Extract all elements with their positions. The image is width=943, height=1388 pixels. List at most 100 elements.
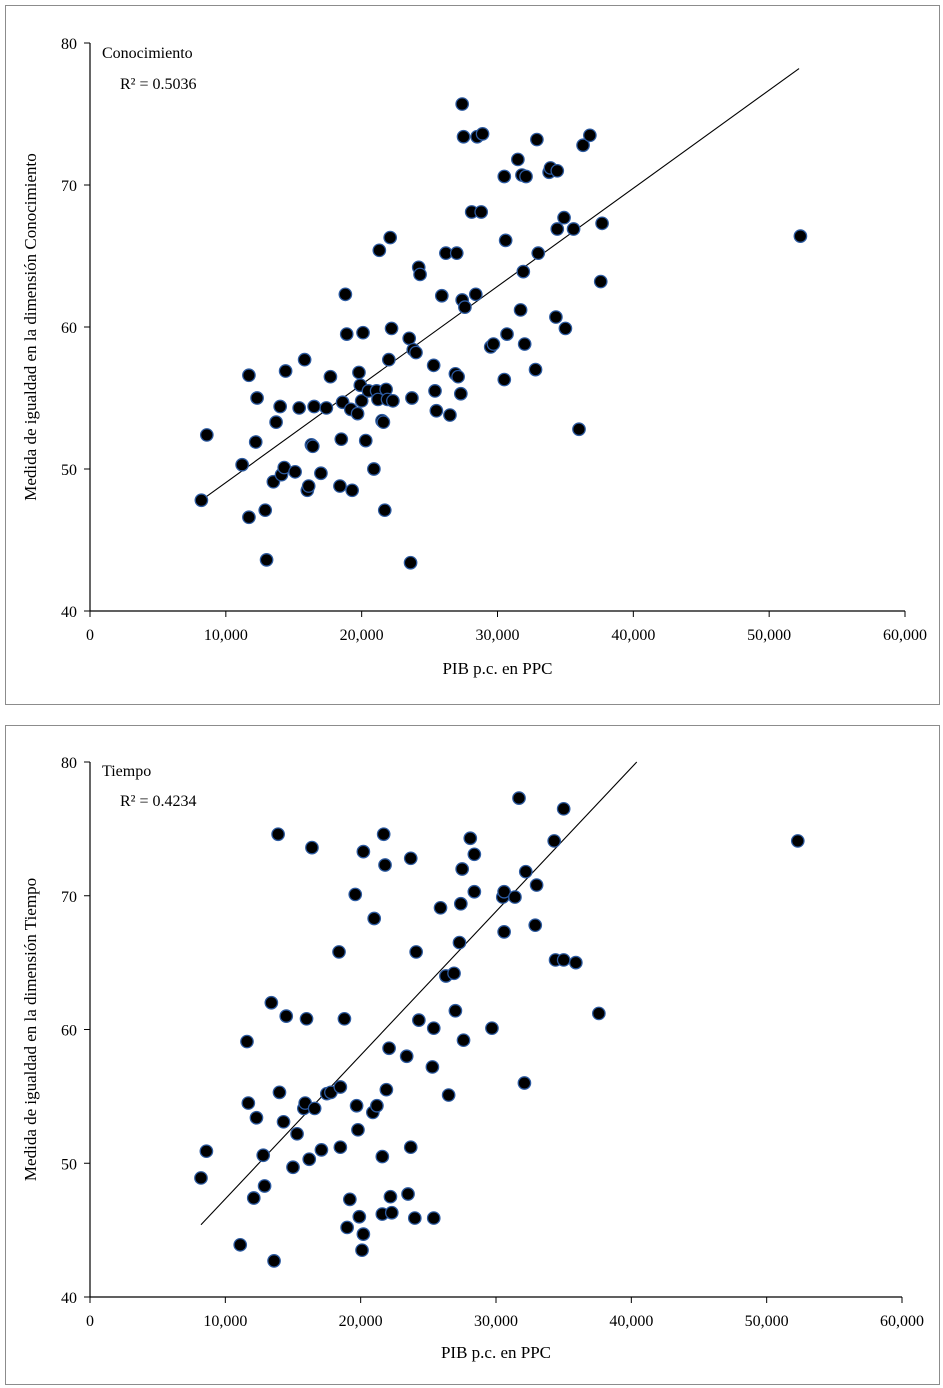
data-point: [242, 368, 256, 383]
data-point: [576, 138, 590, 153]
data-point: [332, 945, 346, 959]
data-point: [474, 205, 489, 219]
data-point: [497, 372, 512, 387]
data-point: [301, 479, 316, 493]
data-point: [511, 152, 525, 167]
data-point: [370, 1098, 384, 1113]
data-point: [258, 503, 273, 518]
data-point: [383, 230, 398, 245]
data-point: [333, 1080, 348, 1094]
data-point: [556, 801, 571, 816]
data-point: [455, 97, 470, 111]
data-point: [384, 1205, 399, 1220]
data-point: [441, 1088, 456, 1102]
data-point: [448, 1003, 463, 1018]
data-point: [426, 1021, 441, 1036]
data-point: [550, 222, 565, 236]
data-point: [256, 1148, 271, 1163]
data-point: [319, 401, 334, 415]
data-point: [292, 401, 307, 415]
chart-panel-tiempo: 40 50 60 70 80 0 10,000 20,000 30,000 40,000 50,00…: [5, 725, 940, 1385]
data-point: [497, 884, 511, 899]
data-point: [497, 925, 511, 939]
data-point: [302, 1152, 317, 1167]
x-tick-label: 10,000: [203, 1313, 247, 1330]
data-point: [517, 1076, 532, 1090]
data-point: [381, 352, 396, 367]
data-point: [273, 399, 288, 414]
data-point: [356, 325, 370, 340]
data-point: [383, 1189, 398, 1204]
data-point: [333, 1140, 348, 1155]
data-point: [498, 233, 513, 248]
data-point: [376, 827, 391, 842]
data-point: [409, 345, 423, 360]
data-point: [279, 1009, 294, 1023]
data-point: [547, 834, 562, 848]
data-point: [531, 246, 546, 261]
data-point: [793, 229, 808, 243]
data-point: [267, 1254, 281, 1268]
data-point: [288, 464, 302, 479]
x-tick-label: 20,000: [339, 1313, 383, 1330]
data-point: [402, 331, 417, 346]
data-point: [314, 466, 328, 481]
data-point: [276, 1114, 291, 1129]
x-tick-label: 10,000: [204, 627, 248, 644]
data-point: [352, 365, 366, 380]
data-point: [568, 955, 583, 970]
data-point: [248, 435, 263, 449]
data-point: [528, 918, 543, 933]
data-point: [356, 1227, 371, 1241]
y-tick-label: 70: [61, 178, 77, 195]
y-tick-label: 40: [61, 1290, 77, 1307]
x-tick-label: 0: [86, 1313, 94, 1330]
data-point: [467, 847, 482, 862]
data-point: [337, 1011, 352, 1026]
data-point: [314, 1143, 329, 1157]
data-point: [379, 1082, 394, 1097]
data-point: [458, 300, 472, 314]
data-point: [241, 1096, 256, 1110]
data-point: [250, 391, 264, 405]
data-point: [508, 890, 522, 904]
data-point: [375, 1149, 390, 1164]
data-point: [528, 362, 543, 377]
data-point: [407, 1211, 422, 1225]
y-tick-label: 60: [61, 320, 77, 337]
data-point: [530, 132, 544, 147]
data-point: [572, 422, 586, 437]
data-point: [453, 896, 468, 911]
data-point: [307, 399, 321, 414]
y-tick-label: 80: [61, 36, 77, 53]
data-point: [451, 369, 465, 384]
data-point: [257, 1179, 272, 1193]
data-point: [299, 1011, 314, 1026]
data-point: [233, 1237, 248, 1252]
data-point: [463, 831, 478, 846]
scatter-chart-tiempo: 40 50 60 70 80 0 10,000 20,000 30,000 40,000 50,00…: [21, 755, 924, 1362]
data-point: [486, 337, 501, 351]
data-point: [307, 1101, 322, 1116]
data-point: [354, 393, 369, 408]
x-tick-label: 40,000: [611, 627, 655, 644]
data-point: [456, 129, 471, 144]
x-tick-label: 60,000: [883, 627, 927, 644]
data-point: [339, 327, 354, 341]
data-point: [377, 503, 392, 518]
data-point: [367, 462, 381, 476]
data-point: [790, 834, 805, 848]
data-point: [348, 887, 363, 902]
data-point: [556, 953, 571, 967]
data-point: [278, 364, 293, 378]
data-point: [264, 995, 279, 1010]
data-point: [386, 393, 400, 408]
data-point: [242, 510, 256, 525]
y-tick-label: 40: [61, 604, 77, 621]
data-point: [271, 827, 285, 842]
trendline: [200, 761, 638, 1226]
data-point: [549, 310, 563, 324]
series-annotation: Conocimiento: [102, 45, 193, 62]
data-point: [413, 267, 427, 282]
data-point: [447, 966, 461, 981]
